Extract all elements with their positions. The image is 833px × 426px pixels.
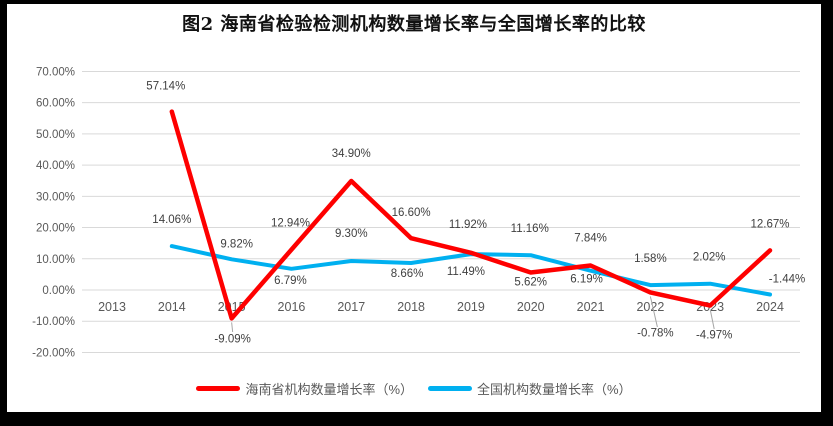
x-tick-label: 2024	[756, 300, 784, 314]
chart-plot: 70.00% 60.00% 50.00% 40.00% 30.00% 20.00% 10.0…	[32, 66, 805, 359]
y-tick-label: 70.00%	[36, 66, 75, 78]
x-tick-label: 2017	[337, 300, 365, 314]
data-labels-national: 14.06% 9.82% 6.79% 9.30% 8.66% 11.49% 11.16% 6.…	[152, 214, 805, 287]
data-label: -1.44%	[769, 273, 805, 285]
x-axis-tick-labels: 2013 2014 2015 2016 2017 2018 2019 2020 2021 2022…	[98, 300, 784, 314]
chart-title: 图2 海南省检验检测机构数量增长率与全国增长率的比较	[182, 14, 646, 35]
data-label: 1.58%	[634, 253, 667, 265]
data-label: 5.62%	[514, 276, 547, 288]
y-tick-label: -20.00%	[32, 347, 75, 359]
data-label: 11.16%	[511, 223, 549, 235]
y-tick-label: 10.00%	[36, 254, 75, 266]
legend-line-hainan-icon	[196, 386, 241, 391]
y-tick-label: 40.00%	[36, 160, 75, 172]
x-tick-label: 2016	[278, 300, 306, 314]
data-label: 16.60%	[392, 207, 431, 219]
data-label: 8.66%	[391, 268, 424, 280]
x-tick-label: 2020	[517, 300, 545, 314]
y-tick-label: -10.00%	[32, 316, 75, 328]
data-label: 7.84%	[574, 233, 607, 245]
data-label: 9.30%	[335, 228, 368, 240]
y-tick-label: 30.00%	[36, 191, 75, 203]
y-tick-label: 50.00%	[36, 129, 75, 141]
data-label: 2.02%	[693, 252, 726, 264]
y-tick-label: 60.00%	[36, 98, 75, 110]
data-label: -4.97%	[696, 330, 732, 342]
data-label: 34.90%	[332, 148, 371, 160]
gridlines	[82, 70, 800, 353]
x-tick-label: 2018	[397, 300, 425, 314]
legend-label-hainan: 海南省机构数量增长率（%）	[245, 382, 413, 397]
data-labels-hainan: 57.14% -9.09% 12.94% 34.90% 16.60% 11.92% 5.62…	[146, 81, 789, 346]
data-label: 9.82%	[220, 238, 253, 250]
legend-item-national: 全国机构数量增长率（%）	[428, 379, 632, 398]
data-label: 12.67%	[751, 218, 790, 230]
x-tick-label: 2022	[636, 300, 664, 314]
series-line-hainan	[169, 109, 773, 321]
y-axis-tick-labels: 70.00% 60.00% 50.00% 40.00% 30.00% 20.00% 10.0…	[32, 66, 75, 359]
data-label: 14.06%	[152, 214, 191, 226]
data-label-leader-lines	[231, 296, 715, 333]
legend-line-national-icon	[428, 386, 472, 391]
data-label: 11.49%	[447, 266, 485, 278]
x-tick-label: 2021	[577, 300, 605, 314]
y-tick-label: 20.00%	[36, 223, 75, 235]
y-tick-label: 0.00%	[42, 285, 75, 297]
data-label: -0.78%	[637, 327, 673, 339]
data-label: 12.94%	[271, 218, 310, 230]
legend-label-national: 全国机构数量增长率（%）	[477, 382, 632, 397]
legend-item-hainan: 海南省机构数量增长率（%）	[196, 379, 413, 398]
x-tick-label: 2019	[457, 300, 485, 314]
data-label: -9.09%	[214, 333, 250, 345]
data-label: 6.19%	[570, 274, 603, 286]
chart-legend: 海南省机构数量增长率（%） 全国机构数量增长率（%）	[7, 379, 821, 398]
chart-canvas: 图2 海南省检验检测机构数量增长率与全国增长率的比较 70.00% 60.00% 5…	[7, 4, 821, 412]
data-label: 57.14%	[146, 81, 185, 93]
x-tick-label: 2013	[98, 300, 126, 314]
data-label: 6.79%	[274, 275, 307, 287]
x-tick-label: 2014	[158, 300, 186, 314]
data-label: 11.92%	[449, 219, 487, 231]
